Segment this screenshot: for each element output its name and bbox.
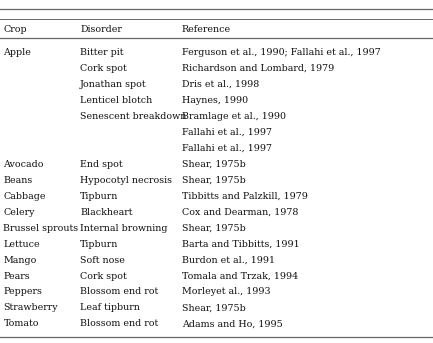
Text: Peppers: Peppers	[3, 287, 42, 296]
Text: Tibbitts and Palzkill, 1979: Tibbitts and Palzkill, 1979	[182, 192, 308, 201]
Text: Shear, 1975b: Shear, 1975b	[182, 160, 246, 169]
Text: Crop: Crop	[3, 25, 27, 34]
Text: Shear, 1975b: Shear, 1975b	[182, 304, 246, 312]
Text: Burdon et al., 1991: Burdon et al., 1991	[182, 256, 275, 264]
Text: Disorder: Disorder	[80, 25, 122, 34]
Text: Cabbage: Cabbage	[3, 192, 46, 201]
Text: Celery: Celery	[3, 208, 35, 217]
Text: Hypocotyl necrosis: Hypocotyl necrosis	[80, 176, 172, 185]
Text: Lenticel blotch: Lenticel blotch	[80, 96, 152, 105]
Text: Bitter pit: Bitter pit	[80, 48, 123, 57]
Text: Brussel sprouts: Brussel sprouts	[3, 224, 78, 233]
Text: Tipburn: Tipburn	[80, 239, 119, 249]
Text: Dris et al., 1998: Dris et al., 1998	[182, 80, 259, 89]
Text: Blossom end rot: Blossom end rot	[80, 319, 158, 329]
Text: Beans: Beans	[3, 176, 33, 185]
Text: Strawberry: Strawberry	[3, 304, 58, 312]
Text: Shear, 1975b: Shear, 1975b	[182, 176, 246, 185]
Text: Fallahi et al., 1997: Fallahi et al., 1997	[182, 128, 272, 137]
Text: Tipburn: Tipburn	[80, 192, 119, 201]
Text: Blackheart: Blackheart	[80, 208, 132, 217]
Text: Soft nose: Soft nose	[80, 256, 125, 264]
Text: Reference: Reference	[182, 25, 231, 34]
Text: Lettuce: Lettuce	[3, 239, 40, 249]
Text: Barta and Tibbitts, 1991: Barta and Tibbitts, 1991	[182, 239, 300, 249]
Text: Senescent breakdown: Senescent breakdown	[80, 112, 187, 121]
Text: Tomato: Tomato	[3, 319, 39, 329]
Text: Bramlage et al., 1990: Bramlage et al., 1990	[182, 112, 286, 121]
Text: Shear, 1975b: Shear, 1975b	[182, 224, 246, 233]
Text: Apple: Apple	[3, 48, 31, 57]
Text: Haynes, 1990: Haynes, 1990	[182, 96, 248, 105]
Text: Blossom end rot: Blossom end rot	[80, 287, 158, 296]
Text: Fallahi et al., 1997: Fallahi et al., 1997	[182, 144, 272, 153]
Text: Ferguson et al., 1990; Fallahi et al., 1997: Ferguson et al., 1990; Fallahi et al., 1…	[182, 48, 381, 57]
Text: Tomala and Trzak, 1994: Tomala and Trzak, 1994	[182, 272, 298, 281]
Text: Pears: Pears	[3, 272, 30, 281]
Text: Cork spot: Cork spot	[80, 272, 127, 281]
Text: Jonathan spot: Jonathan spot	[80, 80, 147, 89]
Text: Leaf tipburn: Leaf tipburn	[80, 304, 140, 312]
Text: Adams and Ho, 1995: Adams and Ho, 1995	[182, 319, 283, 329]
Text: Mango: Mango	[3, 256, 37, 264]
Text: Cork spot: Cork spot	[80, 64, 127, 73]
Text: Internal browning: Internal browning	[80, 224, 168, 233]
Text: Richardson and Lombard, 1979: Richardson and Lombard, 1979	[182, 64, 334, 73]
Text: Morleyet al., 1993: Morleyet al., 1993	[182, 287, 271, 296]
Text: Avocado: Avocado	[3, 160, 44, 169]
Text: Cox and Dearman, 1978: Cox and Dearman, 1978	[182, 208, 298, 217]
Text: End spot: End spot	[80, 160, 123, 169]
